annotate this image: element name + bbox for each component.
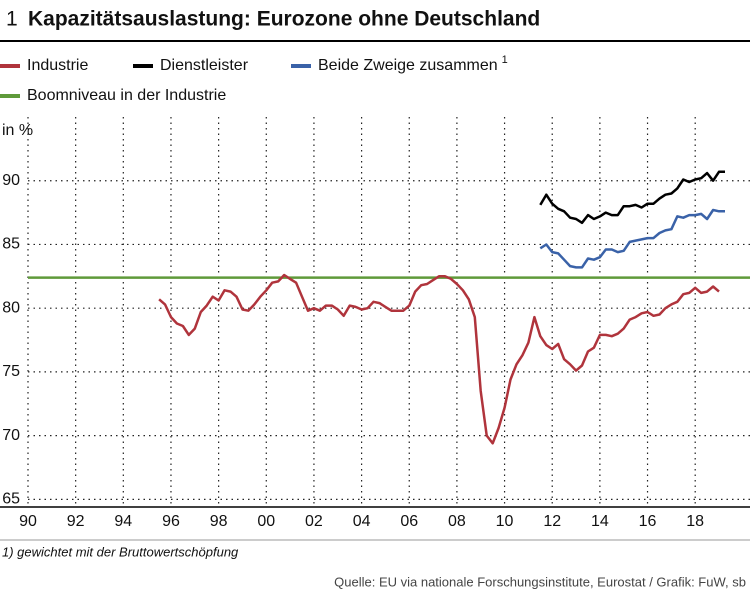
y-tick-label: 65 — [2, 491, 20, 508]
source: Quelle: EU via nationale Forschungsinsti… — [334, 574, 746, 589]
x-tick-label: 00 — [257, 513, 275, 530]
y-tick-label: 70 — [2, 427, 20, 444]
legend-label: Industrie — [27, 57, 88, 74]
x-tick-label: 04 — [353, 513, 371, 530]
x-tick-label: 14 — [591, 513, 609, 530]
x-tick-label: 02 — [305, 513, 323, 530]
x-tick-label: 10 — [496, 513, 514, 530]
x-tick-label: 08 — [448, 513, 466, 530]
y-tick-label: 75 — [2, 363, 20, 380]
line-series — [158, 273, 720, 445]
x-tick-label: 94 — [114, 513, 132, 530]
footnote: 1) gewichtet mit der Bruttowertschöpfung — [2, 544, 239, 559]
y-axis-label: in % — [2, 122, 33, 139]
chart-number: 1 — [6, 8, 18, 31]
line-series — [539, 208, 725, 269]
legend-label: Boomniveau in der Industrie — [27, 87, 226, 104]
chart-title: Kapazitätsauslastung: Eurozone ohne Deut… — [28, 8, 540, 31]
x-tick-label: 06 — [400, 513, 418, 530]
line-series — [539, 170, 725, 225]
x-tick-label: 96 — [162, 513, 180, 530]
x-tick-label: 92 — [67, 513, 85, 530]
legend-label: Beide Zweige zusammen — [318, 57, 498, 74]
y-tick-label: 90 — [2, 172, 20, 189]
x-tick-label: 16 — [639, 513, 657, 530]
legend-label: Dienstleister — [160, 57, 249, 74]
x-tick-label: 12 — [543, 513, 561, 530]
y-tick-label: 85 — [2, 236, 20, 253]
y-tick-label: 80 — [2, 299, 20, 316]
x-tick-label: 90 — [19, 513, 37, 530]
legend-footnote-mark: 1 — [502, 54, 508, 66]
x-tick-label: 98 — [210, 513, 228, 530]
x-tick-label: 18 — [686, 513, 704, 530]
